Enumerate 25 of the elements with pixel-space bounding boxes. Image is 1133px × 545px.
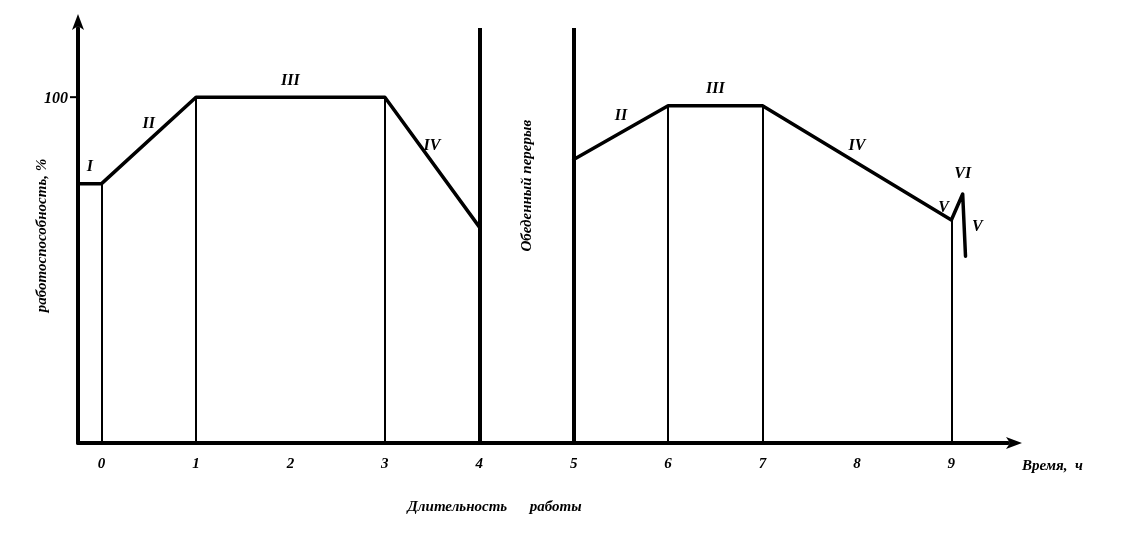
x-tick-label: 7 — [758, 454, 767, 471]
annotation: IV — [847, 136, 867, 154]
x-tick-label: 1 — [192, 454, 200, 471]
annotation: V — [972, 216, 985, 234]
x-tick-label: 4 — [474, 454, 484, 471]
annotation: II — [613, 106, 628, 124]
annotation: III — [704, 79, 726, 97]
x-axis-title: Время, ч — [1021, 456, 1084, 473]
text: Длительность работы — [405, 497, 582, 514]
y-axis-title: работоспособность, % — [32, 158, 49, 315]
annotation: V — [938, 198, 951, 216]
x-tick-label: 5 — [569, 454, 578, 471]
annotation: VI — [954, 163, 972, 181]
x-tick-label: 0 — [97, 454, 106, 471]
ref-line-label: Обеденный перерыв — [518, 119, 535, 252]
annotation: II — [141, 113, 156, 131]
annotation: I — [85, 157, 94, 175]
annotation: III — [280, 70, 301, 88]
x-tick-label: 8 — [853, 454, 862, 471]
x-tick-label: 2 — [285, 454, 295, 471]
x-tick-label: 6 — [664, 454, 673, 471]
annotation: IV — [422, 135, 442, 153]
x-tick-label: 9 — [947, 454, 956, 471]
x-tick-label: 3 — [380, 454, 390, 471]
text: 100 — [44, 88, 68, 106]
